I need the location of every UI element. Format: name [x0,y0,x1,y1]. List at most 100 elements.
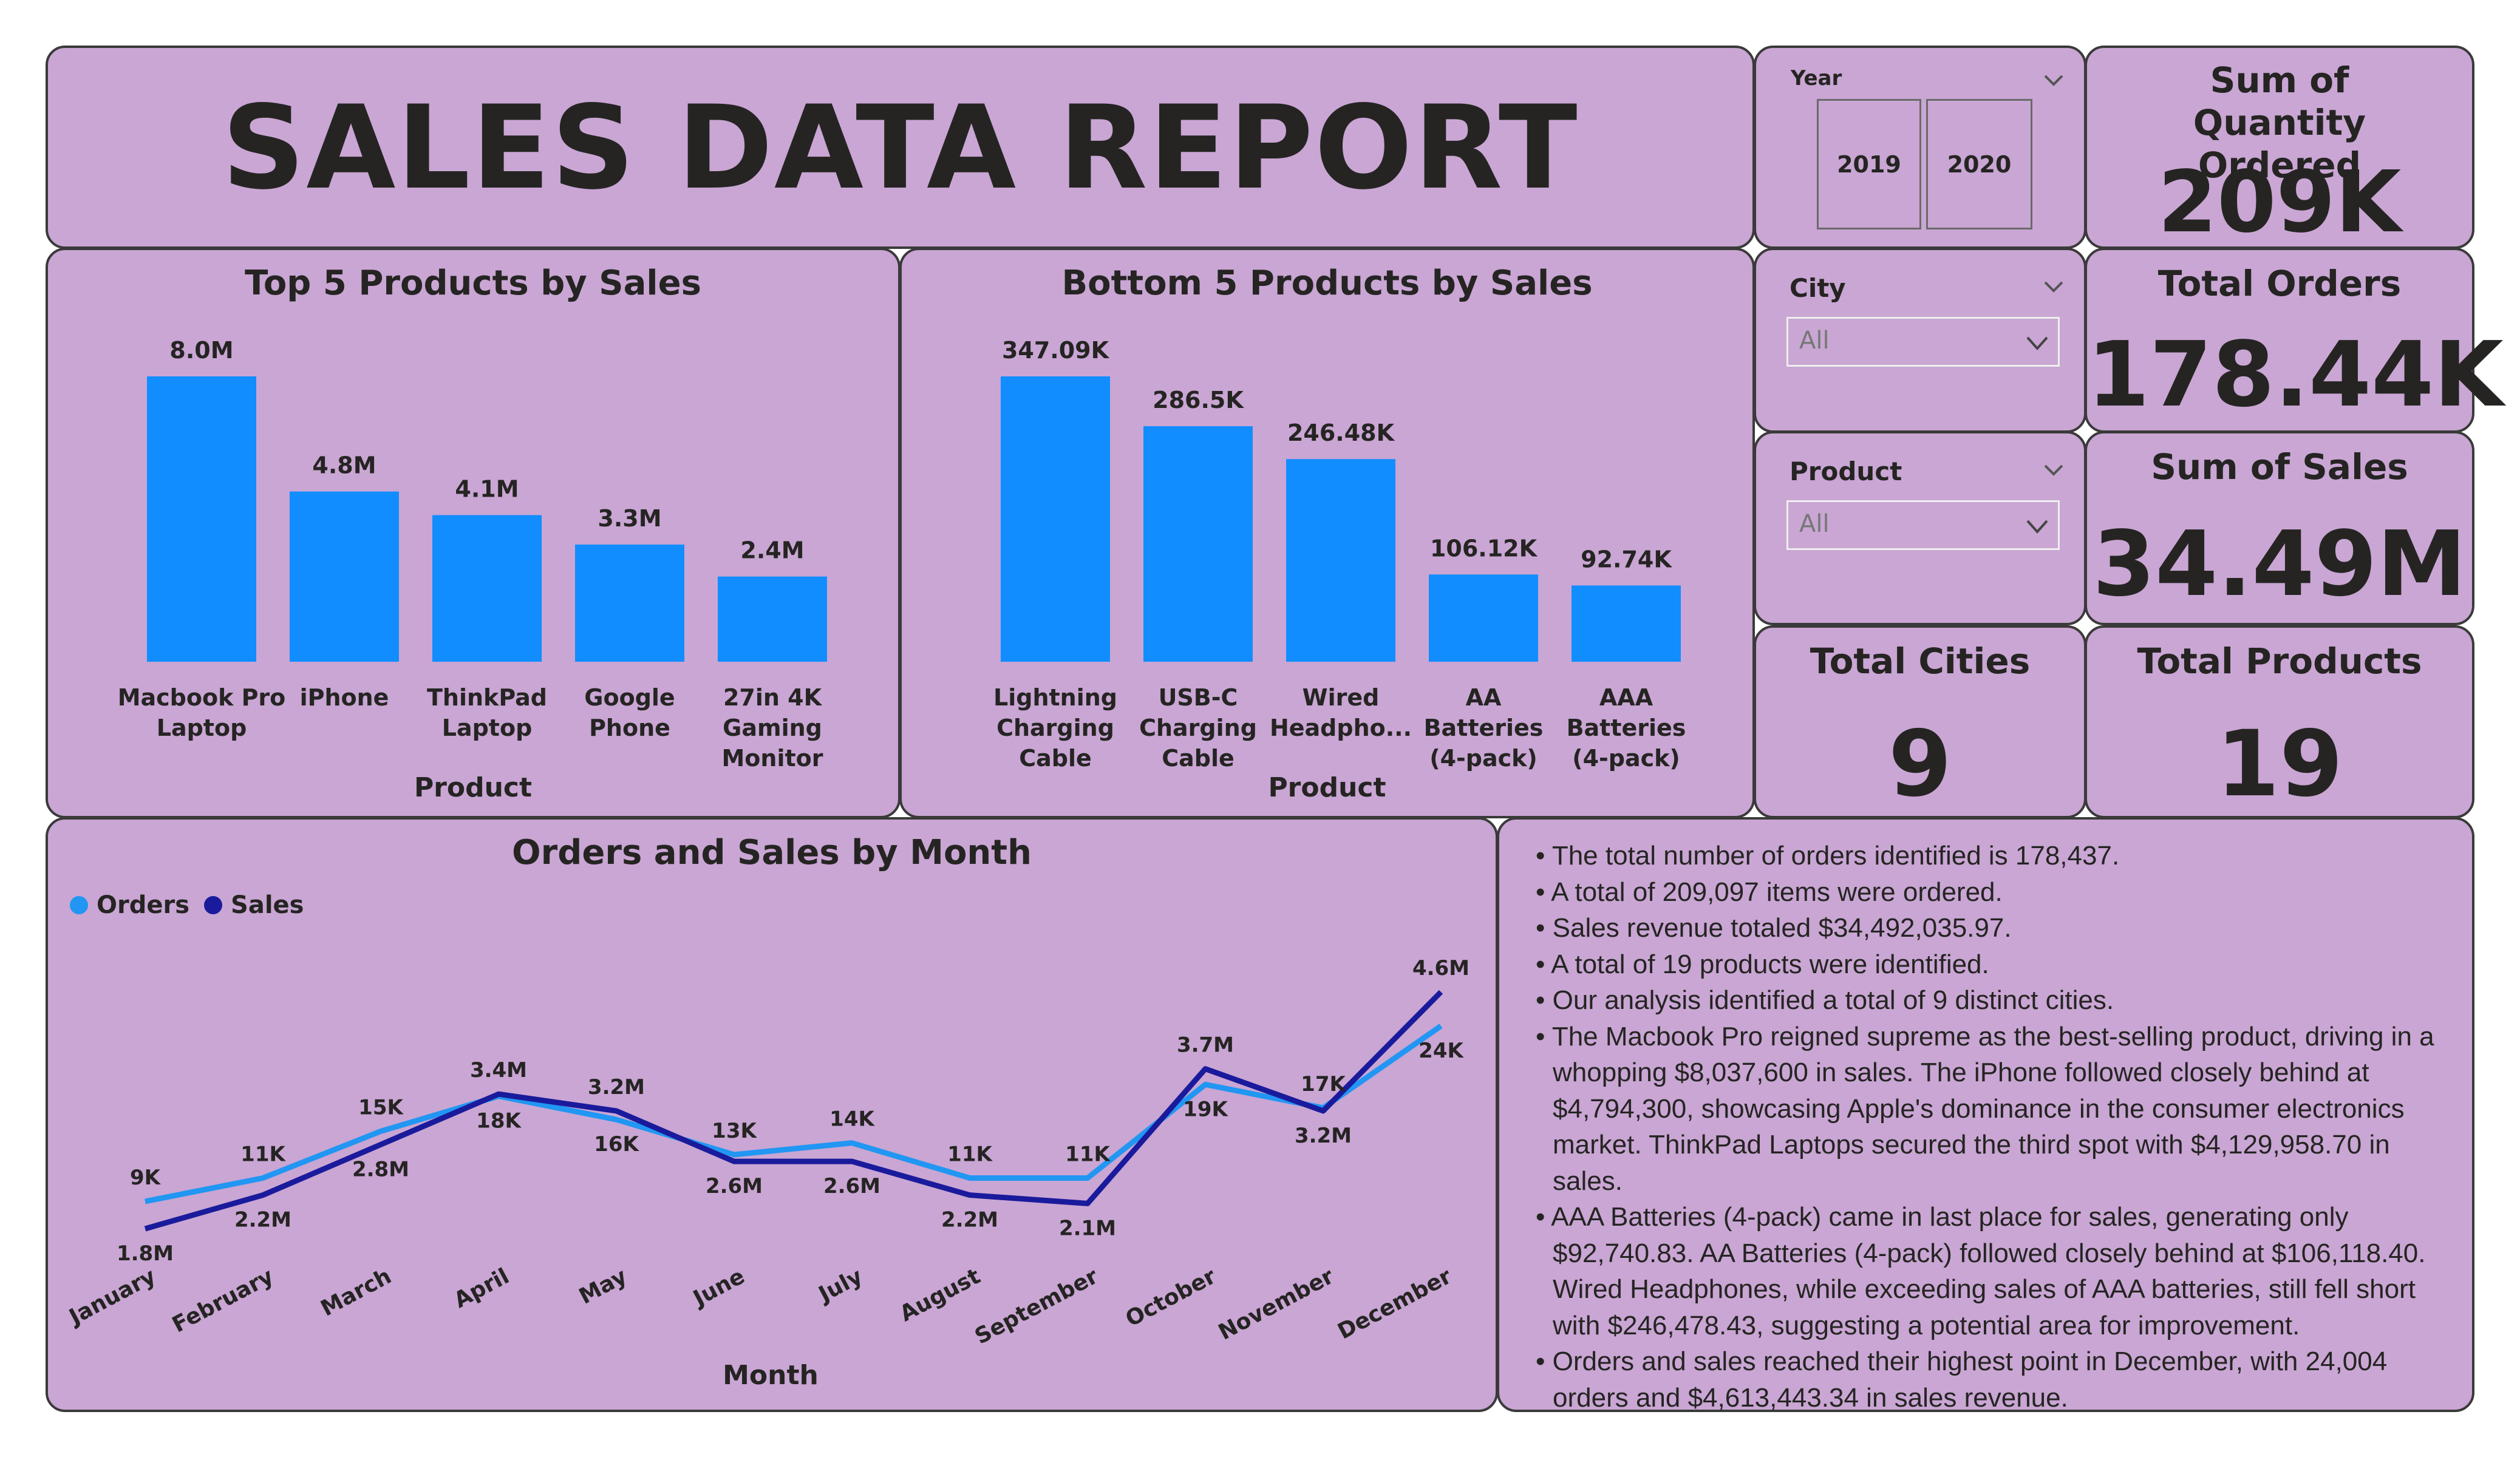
orders-data-label-4: 16K [594,1132,639,1156]
orders-data-label-3: 18K [476,1109,522,1133]
bottom5-bar-0[interactable] [1001,376,1110,662]
orders-data-label-1: 11K [240,1142,286,1166]
month-tick-label-10: November [1214,1264,1338,1345]
kpi-products-label: Total Products [2137,640,2422,682]
kpi-quantity-card: Sum of Quantity Ordered 209K [2085,46,2474,249]
year-slicer: Year 2019 2020 [1754,46,2086,249]
top5-bar-2[interactable] [432,515,542,662]
bottom5-data-label-3: 106.12K [1430,535,1538,562]
sales-data-label-5: 2.6M [706,1174,763,1198]
orders-data-label-10: 17K [1301,1072,1346,1096]
top5-data-label-2: 4.1M [455,476,519,503]
month-tick-label-6: July [813,1264,867,1308]
bottom5-category-label-3: AA Batteries (4-pack) [1424,684,1544,772]
bottom5-data-label-2: 246.48K [1287,419,1395,446]
chevron-down-icon [2026,336,2048,351]
kpi-cities-card: Total Cities 9 [1754,625,2086,818]
sales-data-label-2: 2.8M [352,1157,409,1181]
top5-category-label-3: Google Phone [584,684,675,741]
month-tick-label-11: December [1334,1264,1456,1345]
product-slicer-label: Product [1790,457,1902,486]
kpi-sales-value: 34.49M [2093,512,2467,616]
legend-sales-marker [204,896,223,914]
summary-bullet-4: • Our analysis identified a total of 9 d… [1536,985,2114,1015]
orders-data-label-9: 19K [1183,1097,1228,1121]
sales-data-label-7: 2.2M [941,1208,998,1232]
kpi-sales-label: Sum of Sales [2151,446,2408,487]
month-tick-label-7: August [896,1264,984,1327]
chevron-down-icon[interactable] [2042,277,2066,296]
summary-text: • The total number of orders identified … [1536,838,2454,1416]
bottom5-bar-plot: 347.09K Lightning Charging Cable 286.5K USB-C… [993,337,1686,772]
bottom5-data-label-1: 286.5K [1153,387,1244,413]
bottom5-bar-4[interactable] [1572,585,1681,662]
orders-data-label-2: 15K [358,1095,404,1119]
bottom5-category-label-2: Wired Headpho... [1270,684,1412,741]
top5-data-label-4: 2.4M [740,537,804,564]
orders-data-label-11: 24K [1418,1039,1464,1063]
bottom5-data-label-0: 347.09K [1002,337,1110,364]
product-slicer: Product All [1754,431,2086,625]
kpi-products-card: Total Products 19 [2085,625,2474,818]
summary-bullet-5: • The Macbook Pro reigned supreme as the… [1536,1021,2434,1196]
chevron-down-icon[interactable] [2042,71,2066,89]
orders-series-line[interactable] [145,1024,1443,1204]
orders-data-label-0: 9K [130,1166,162,1190]
month-tick-label-3: April [450,1264,513,1313]
top5-bar-4[interactable] [718,576,827,662]
summary-bullet-6: • AAA Batteries (4-pack) came in last pl… [1536,1202,2426,1340]
bottom5-x-axis-label: Product [1268,772,1386,803]
year-option-2019[interactable]: 2019 [1817,99,1921,229]
legend-sales-label: Sales [231,891,304,919]
top5-products-chart: Top 5 Products by Sales 8.0M Macbook Pro L… [46,248,901,818]
bottom5-bar-3[interactable] [1429,574,1538,662]
sales-series-line[interactable] [144,990,1443,1232]
bottom5-products-chart: Bottom 5 Products by Sales 347.09K Lightn… [899,248,1755,818]
sales-data-label-1: 2.2M [234,1208,291,1232]
top5-bar-1[interactable] [290,491,399,662]
summary-bullet-1: • A total of 209,097 items were ordered. [1536,877,2003,907]
month-tick-label-1: February [168,1264,278,1338]
month-tick-label-4: May [575,1264,631,1309]
month-tick-label-8: September [971,1264,1103,1350]
sales-data-label-0: 1.8M [117,1241,174,1266]
kpi-products-value: 19 [2216,712,2343,817]
sales-data-label-9: 3.7M [1177,1033,1234,1058]
top5-category-label-0: Macbook Pro Laptop [118,684,286,741]
city-dropdown-value: All [1799,327,1830,355]
city-dropdown[interactable]: All [1786,317,2060,367]
summary-bullet-7: • Orders and sales reached their highest… [1536,1347,2388,1413]
bottom5-chart-title: Bottom 5 Products by Sales [1061,263,1593,303]
city-slicer-label: City [1790,273,1846,303]
sales-data-label-6: 2.6M [823,1174,880,1198]
month-tick-label-9: October [1122,1264,1220,1332]
line-chart-title: Orders and Sales by Month [512,833,1032,872]
summary-bullet-3: • A total of 19 products were identified… [1536,949,1989,979]
bottom5-bar-2[interactable] [1286,459,1395,662]
report-title: SALES DATA REPORT [222,81,1579,215]
sales-data-label-8: 2.1M [1059,1216,1116,1240]
bottom5-bar-1[interactable] [1143,426,1253,662]
product-dropdown-value: All [1799,510,1830,538]
top5-data-label-3: 3.3M [598,505,661,532]
orders-data-label-8: 11K [1065,1142,1111,1166]
year-slicer-label: Year [1791,66,1842,90]
chevron-down-icon [2026,520,2048,534]
top5-bar-0[interactable] [147,376,256,662]
month-tick-label-0: January [64,1264,160,1331]
kpi-orders-card: Total Orders 178.44K [2085,248,2504,433]
top5-bar-3[interactable] [575,545,684,662]
top5-category-label-1: iPhone [300,684,389,711]
top5-chart-title: Top 5 Products by Sales [245,263,701,303]
chevron-down-icon[interactable] [2042,461,2066,479]
orders-data-label-7: 11K [947,1142,993,1166]
kpi-orders-label: Total Orders [2157,263,2402,304]
top5-data-label-0: 8.0M [169,337,233,364]
kpi-cities-value: 9 [1888,712,1952,817]
bottom5-category-label-1: USB-C Charging Cable [1139,684,1257,772]
line-chart-legend: Orders Sales [70,891,304,919]
year-option-2020[interactable]: 2020 [1926,99,2032,229]
product-dropdown[interactable]: All [1786,500,2060,550]
top5-data-label-1: 4.8M [312,452,376,479]
summary-bullet-2: • Sales revenue totaled $34,492,035.97. [1536,913,2012,943]
